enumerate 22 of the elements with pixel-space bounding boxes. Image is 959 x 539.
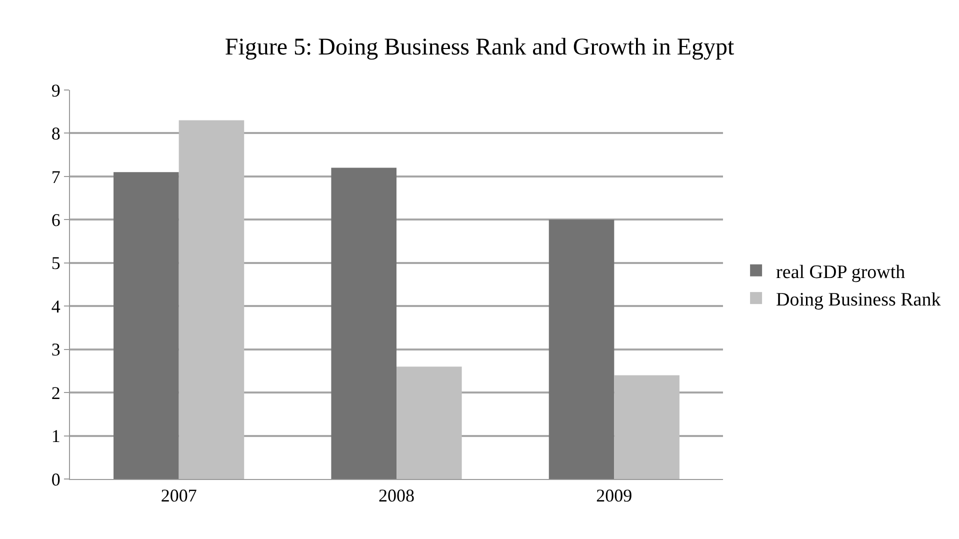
x-tick-label: 2008 xyxy=(378,486,414,506)
x-tick-label: 2007 xyxy=(160,486,197,506)
chart-title: Figure 5: Doing Business Rank and Growth in Egypt xyxy=(224,34,734,61)
y-tick-label: 6 xyxy=(51,210,60,230)
bar xyxy=(548,220,614,479)
y-tick-label: 4 xyxy=(51,296,60,316)
bar xyxy=(114,172,179,479)
bar xyxy=(396,366,462,479)
bar xyxy=(614,375,680,479)
y-tick-label: 7 xyxy=(51,166,60,187)
legend-label: real GDP growth xyxy=(776,262,906,283)
x-tick-label: 2009 xyxy=(596,486,632,506)
y-tick-label: 9 xyxy=(51,80,60,100)
legend-label: Doing Business Rank xyxy=(776,289,942,310)
y-tick-label: 3 xyxy=(51,340,60,360)
y-tick-label: 2 xyxy=(51,382,60,403)
y-tick-label: 5 xyxy=(51,253,60,274)
y-tick-label: 0 xyxy=(51,469,60,490)
y-tick-label: 1 xyxy=(51,426,60,446)
y-tick-label: 8 xyxy=(51,124,60,144)
bar xyxy=(331,168,396,479)
bar xyxy=(178,120,244,479)
